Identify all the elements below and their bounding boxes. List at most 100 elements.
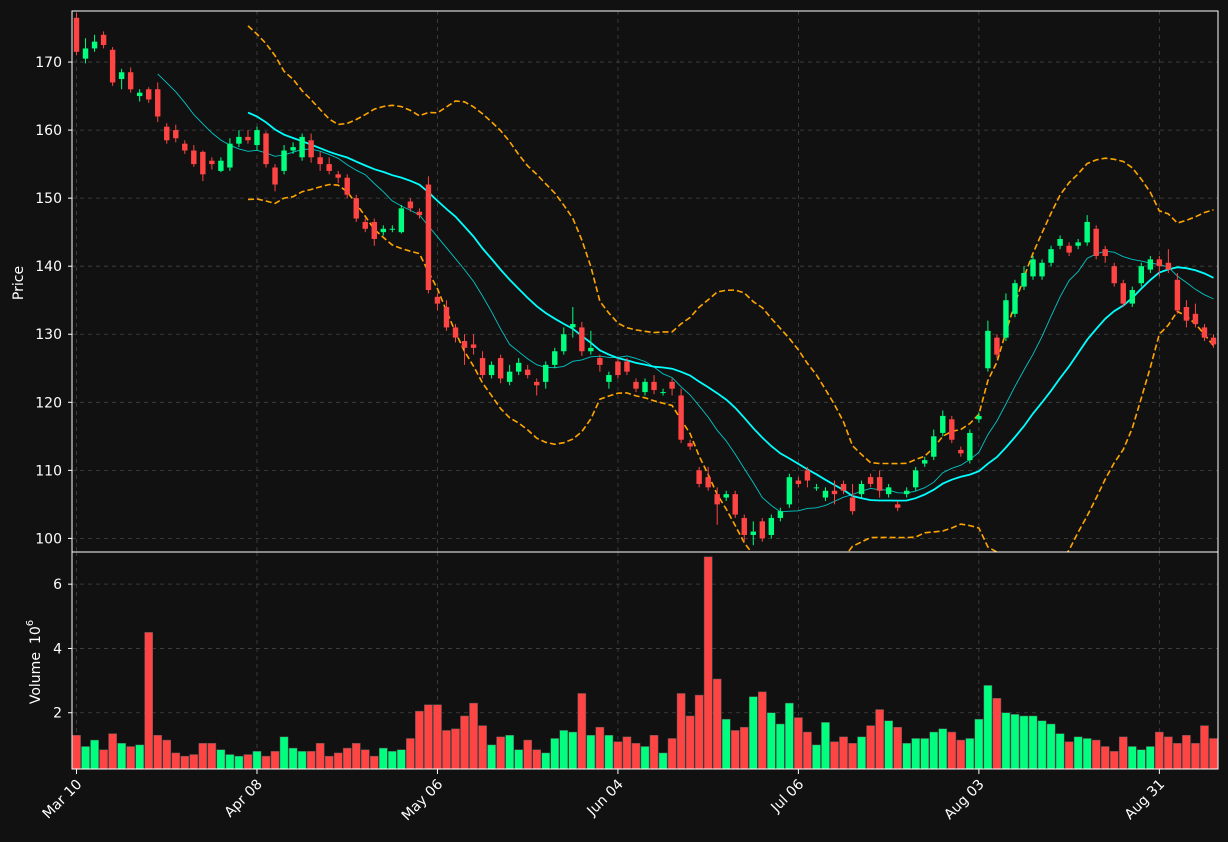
candle	[407, 198, 414, 212]
candle	[849, 483, 856, 515]
candle	[705, 466, 711, 491]
volume-bar	[739, 726, 749, 770]
candle-body	[488, 364, 495, 376]
volume-bar	[451, 728, 460, 770]
volume-bar	[252, 751, 262, 770]
volume-bar	[920, 738, 930, 770]
candle	[1093, 225, 1099, 260]
candle-body	[443, 307, 450, 328]
volume-bar	[785, 702, 794, 770]
volume-bar	[812, 744, 821, 770]
candle-body	[660, 392, 666, 394]
candle-body	[705, 477, 711, 488]
volume-bar	[938, 728, 948, 770]
candle	[922, 456, 928, 467]
candle	[967, 429, 973, 464]
volume-tick-label: 6	[53, 577, 62, 593]
volume-bar	[1118, 736, 1128, 770]
volume-bar	[992, 698, 1002, 770]
candle	[155, 82, 161, 122]
candle-body	[1102, 249, 1108, 256]
volume-bar	[406, 738, 415, 770]
candle	[543, 361, 549, 389]
candle-body	[552, 351, 558, 365]
candle	[416, 208, 423, 219]
volume-bar	[360, 749, 370, 770]
candle	[127, 67, 134, 93]
candle	[840, 480, 847, 495]
candle	[281, 145, 287, 175]
volume-y-axis: 2 4 6	[53, 577, 72, 722]
volume-bar	[1173, 743, 1182, 770]
volume-bar	[550, 738, 560, 770]
candle-body	[308, 140, 314, 158]
price-y-axis: 100 110 120 130 140 150 160 170	[35, 55, 72, 547]
candle	[931, 429, 937, 461]
volume-bar	[99, 749, 108, 770]
candle-body	[1120, 283, 1126, 304]
candle-body	[479, 358, 486, 376]
candle	[795, 477, 802, 488]
candle-body	[145, 89, 152, 100]
candle	[1039, 259, 1045, 280]
upper-band-line	[247, 25, 1214, 465]
candle	[73, 13, 80, 56]
candle	[164, 123, 170, 144]
candle	[958, 446, 964, 457]
candle	[218, 157, 224, 173]
volume-bar	[631, 743, 641, 770]
candle	[263, 131, 269, 168]
volume-bar	[1164, 736, 1173, 770]
candle	[606, 371, 612, 389]
candle-body	[1003, 300, 1009, 338]
volume-bar	[649, 734, 659, 770]
candle	[479, 351, 486, 379]
candle	[579, 321, 585, 357]
candle	[1156, 255, 1163, 277]
volume-bar	[830, 741, 839, 770]
candle	[82, 38, 89, 64]
volume-bar	[983, 685, 993, 770]
volume-bar	[216, 749, 226, 770]
candle	[1147, 255, 1154, 273]
candlesticks	[73, 13, 1217, 546]
volume-bar	[469, 702, 478, 770]
volume-bar	[1100, 746, 1110, 770]
candle-body	[155, 89, 161, 117]
volume-bar	[667, 738, 677, 770]
candle-body	[506, 371, 513, 382]
candle-body	[434, 296, 441, 304]
volume-bar	[207, 743, 217, 770]
volume-bar	[1200, 725, 1209, 770]
candle-body	[524, 369, 531, 376]
volume-bar	[397, 749, 406, 770]
candle-body	[344, 177, 350, 195]
volume-bar	[1182, 734, 1191, 770]
candle-body	[200, 151, 206, 175]
candle-body	[91, 41, 98, 49]
candle	[344, 174, 350, 199]
volume-bar	[225, 754, 235, 770]
volume-bar	[478, 725, 487, 770]
volume-bar	[712, 678, 722, 770]
candle	[615, 358, 621, 379]
candle	[389, 225, 396, 233]
candle-body	[118, 72, 125, 80]
volume-bar	[911, 738, 921, 770]
volume-bar	[135, 744, 144, 770]
candle-body	[136, 92, 143, 97]
candle-body	[696, 470, 702, 484]
candle-body	[1066, 245, 1072, 253]
candle-body	[353, 198, 359, 219]
volume-bar	[514, 749, 523, 770]
volume-bar	[694, 694, 704, 770]
volume-bar	[748, 696, 758, 770]
candle-body	[1210, 337, 1217, 345]
candle	[145, 87, 152, 103]
candle-body	[1165, 262, 1172, 270]
candle	[804, 466, 811, 488]
candle-body	[515, 362, 522, 372]
candle	[1138, 262, 1145, 287]
candle-body	[922, 460, 928, 464]
candle	[236, 130, 242, 148]
